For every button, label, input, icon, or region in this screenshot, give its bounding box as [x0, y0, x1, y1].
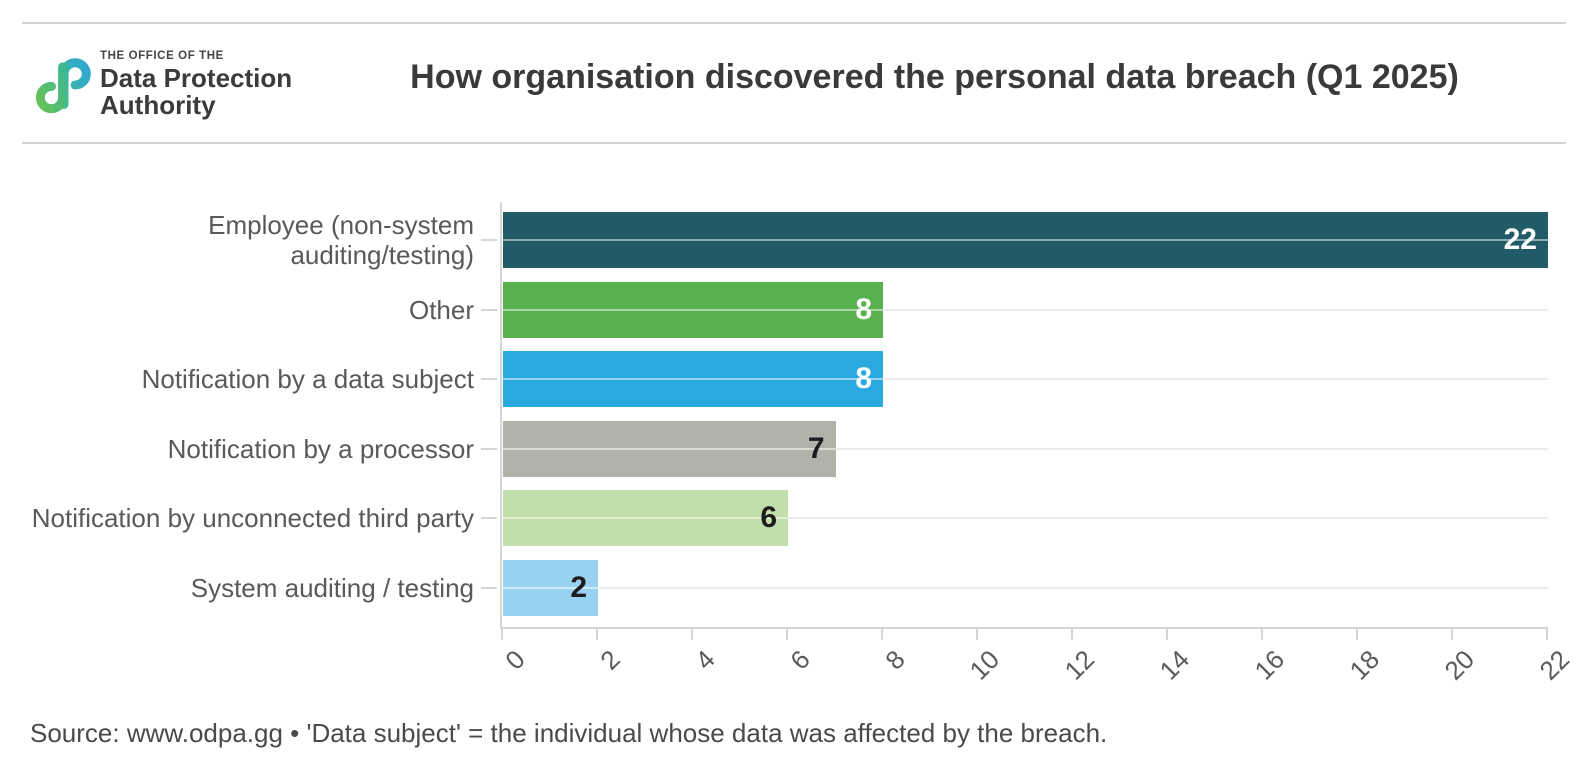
row-gridline: [503, 378, 1548, 380]
row-gridline: [503, 308, 1548, 311]
x-axis-tick: [881, 627, 883, 640]
source-note: Source: www.odpa.gg • 'Data subject' = t…: [30, 718, 1108, 748]
bar-value-label: 8: [855, 362, 872, 395]
bar: 8: [503, 281, 883, 338]
category-label: System auditing / testing: [190, 572, 474, 603]
category-label: Other: [408, 294, 474, 325]
category-tick-mark: [481, 517, 497, 519]
x-axis-tick-label: 6: [783, 644, 816, 676]
bar-gridline-stripe: [503, 517, 788, 519]
top-rule: [22, 22, 1566, 24]
x-axis-tick-label: 22: [1533, 644, 1576, 686]
x-axis-tick: [596, 627, 598, 640]
x-axis-tick: [501, 627, 503, 640]
bar: 8: [503, 351, 883, 407]
x-axis-tick-label: 12: [1058, 644, 1101, 686]
x-axis-tick: [786, 627, 788, 640]
bar: 6: [503, 490, 788, 546]
bar-value-label: 6: [760, 501, 777, 534]
bar-gridline-stripe: [503, 378, 883, 380]
x-axis-tick-label: 16: [1248, 644, 1291, 686]
x-axis-tick: [691, 627, 693, 640]
bar-gridline-stripe: [503, 586, 598, 589]
row-gridline: [503, 447, 1548, 450]
bar-gridline-stripe: [503, 308, 883, 311]
bar: 7: [503, 420, 836, 477]
bar: 22: [503, 212, 1548, 268]
bar-gridline-stripe: [503, 447, 836, 450]
y-axis-spine: [500, 202, 502, 629]
bar-value-label: 2: [570, 570, 587, 604]
bar-value-label: 22: [1503, 223, 1537, 256]
category-tick-mark: [481, 378, 497, 380]
row-gridline: [503, 517, 1548, 519]
x-axis-tick: [976, 627, 978, 640]
x-axis-tick: [1356, 627, 1358, 640]
odpa-logo-icon: [35, 58, 91, 114]
bar-value-label: 7: [807, 431, 825, 465]
category-tick-mark: [481, 308, 497, 311]
bar-value-label: 8: [855, 292, 872, 326]
x-axis-tick: [1261, 627, 1263, 640]
odpa-logo: THE OFFICE OF THE Data Protection Author…: [26, 43, 303, 127]
bar: 2: [503, 559, 598, 616]
x-axis-tick: [1546, 627, 1548, 640]
x-axis-tick-label: 0: [498, 644, 531, 676]
logo-text-name2: Authority: [100, 90, 216, 121]
x-axis-tick-label: 10: [963, 644, 1006, 686]
x-axis-tick: [1451, 627, 1453, 640]
x-axis-tick-label: 20: [1438, 644, 1481, 686]
category-tick-mark: [481, 447, 497, 450]
x-axis-tick-label: 8: [878, 644, 911, 676]
x-axis-tick-label: 14: [1153, 644, 1196, 686]
x-axis-tick-label: 18: [1343, 644, 1386, 686]
x-axis-tick: [1071, 627, 1073, 640]
logo-text-name1: Data Protection: [100, 63, 293, 94]
category-label: Notification by a processor: [167, 433, 474, 464]
x-axis-line: [500, 627, 1548, 629]
logo-text-office: THE OFFICE OF THE: [100, 49, 224, 62]
category-label: Notification by a data subject: [141, 364, 474, 394]
category-label: Notification by unconnected third party: [31, 503, 474, 533]
category-tick-mark: [481, 586, 497, 589]
x-axis-tick-label: 4: [688, 644, 721, 676]
chart-title: How organisation discovered the personal…: [410, 58, 1459, 96]
row-gridline: [503, 586, 1548, 589]
category-label: Employee (non-system auditing/testing): [208, 210, 474, 270]
x-axis-tick-label: 2: [593, 644, 626, 676]
header-rule: [22, 142, 1566, 144]
category-tick-mark: [481, 239, 497, 241]
x-axis-tick: [1166, 627, 1168, 640]
bar-gridline-stripe: [503, 239, 1548, 241]
